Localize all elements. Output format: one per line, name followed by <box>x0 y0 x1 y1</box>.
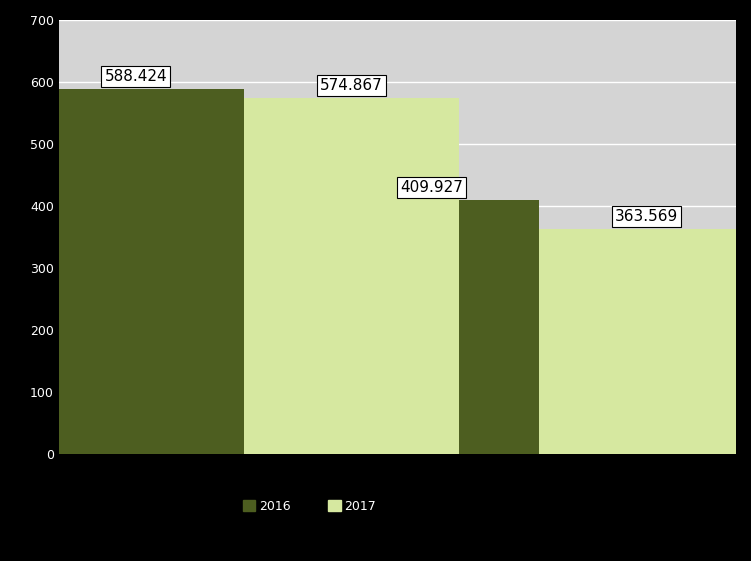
Text: 409.927: 409.927 <box>400 180 463 195</box>
Bar <box>28 89 243 454</box>
Text: 588.424: 588.424 <box>104 69 167 84</box>
Bar <box>539 229 751 454</box>
Legend: 2016, 2017: 2016, 2017 <box>238 495 381 518</box>
Text: 574.867: 574.867 <box>320 77 383 93</box>
Text: 363.569: 363.569 <box>615 209 678 224</box>
Bar <box>243 98 459 454</box>
Bar <box>324 200 539 454</box>
